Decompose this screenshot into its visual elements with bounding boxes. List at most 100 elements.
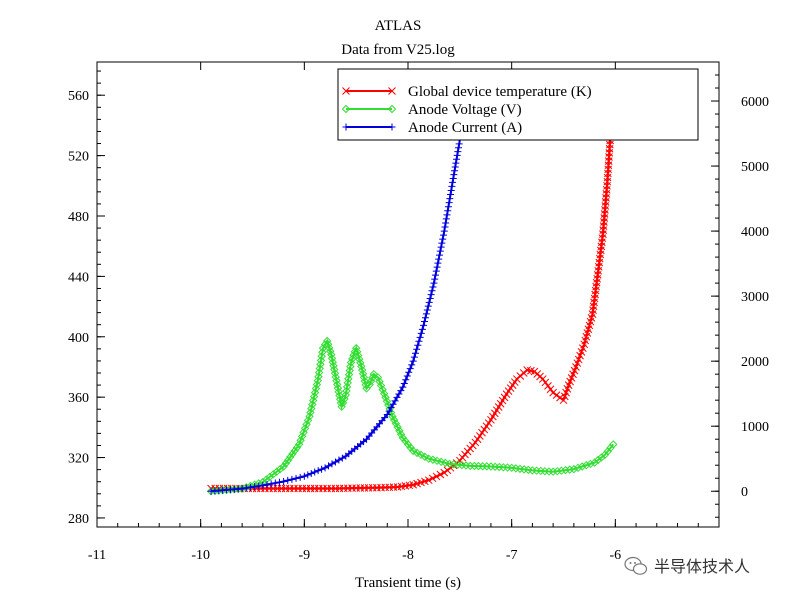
chart-title-group: ATLAS Data from V25.log [341,18,455,58]
y-left-tick-label: 520 [68,150,89,165]
data-point [311,384,321,393]
data-point [399,383,407,391]
data-point [597,453,606,462]
data-point [400,379,408,387]
data-point [342,382,352,392]
y-axis-right: 0 1000 2000 3000 4000 5000 6000 [711,74,769,518]
data-point [327,354,337,363]
data-point [275,478,283,486]
data-point [314,467,322,475]
legend-item: Anode Current (A) [342,120,522,136]
data-point [452,159,460,167]
data-point [603,447,612,456]
data-point [391,419,401,428]
data-point [342,123,350,131]
data-point [426,294,434,302]
data-point [408,361,416,369]
data-point [327,350,336,359]
data-point [455,140,463,148]
data-point [296,473,304,481]
data-point [415,337,423,345]
x-tick-label: -11 [88,548,106,563]
data-point [411,349,419,357]
data-point [292,474,300,482]
data-point [308,396,318,405]
data-point [416,333,424,341]
data-point [577,462,587,471]
data-point [414,341,422,349]
x-tick-label: -8 [402,548,414,563]
data-point [342,87,350,95]
data-point [328,357,337,367]
data-point [434,259,442,267]
data-point [344,374,353,383]
data-point [326,347,335,356]
data-point [444,203,452,211]
data-point [441,223,449,231]
data-point [420,452,430,461]
data-point [593,455,603,465]
data-point [314,372,323,381]
data-point [271,479,279,487]
y-left-tick-label: 560 [68,89,89,104]
legend: Global device temperature (K) Anode Volta… [337,68,699,141]
data-point [402,376,410,384]
data-point [284,476,292,484]
data-point [315,364,324,373]
data-point [449,178,457,186]
data-point [436,470,445,479]
y-right-tick-label: 4000 [741,225,769,240]
data-point [413,345,421,353]
data-point [306,408,315,417]
data-point [450,171,458,179]
data-point [565,465,574,474]
data-point [541,378,550,387]
data-point [439,235,447,243]
data-point [453,155,461,163]
data-point [420,321,428,329]
data-point [403,372,411,380]
x-axis: -11 -10 -9 -8 -7 -6 [88,62,720,563]
data-point [354,351,363,360]
data-point [447,191,455,199]
data-point [432,267,440,275]
data-point [313,376,323,385]
data-point [432,271,440,279]
data-point [396,430,406,439]
data-point [582,461,591,470]
data-point [242,484,250,492]
data-point [480,425,489,434]
data-point [381,393,390,402]
data-point [280,477,288,485]
data-point [375,377,384,386]
data-point [331,372,340,382]
legend-label: Anode Current (A) [408,120,522,136]
data-point [556,393,564,402]
data-point [246,483,254,491]
series-line [210,87,470,493]
data-point [443,211,451,219]
data-point [275,464,285,474]
x-tick-label: -9 [298,548,310,563]
y-left-tick-label: 280 [68,512,89,527]
data-point [355,354,364,364]
data-point [323,340,333,349]
data-point [406,365,414,373]
data-point [423,306,431,314]
chart-title: ATLAS [375,18,422,34]
data-point [342,386,351,396]
data-point [422,310,430,318]
data-point [552,391,561,400]
data-point [344,370,354,379]
data-point [356,358,365,367]
y-left-tick-label: 480 [68,210,89,225]
data-point [307,404,316,413]
data-point [283,455,293,465]
data-point [272,467,281,476]
data-point [561,465,570,475]
data-point [424,302,432,310]
y-left-tick-label: 320 [68,452,89,467]
data-point [410,353,418,361]
data-point [351,343,361,353]
